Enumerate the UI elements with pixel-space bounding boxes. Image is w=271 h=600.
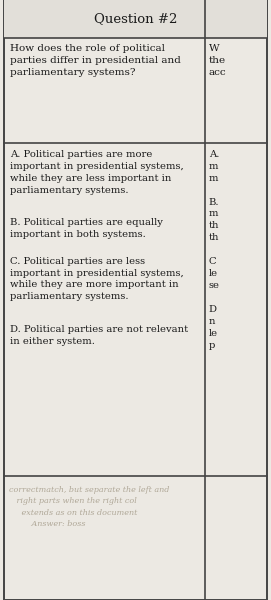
Text: Question #2: Question #2 <box>94 13 177 25</box>
Text: W
the
acc: W the acc <box>209 44 226 77</box>
Text: correctmatch, but separate the left and: correctmatch, but separate the left and <box>9 486 169 494</box>
Text: How does the role of political
parties differ in presidential and
parliamentary : How does the role of political parties d… <box>10 44 181 77</box>
Text: C. Political parties are less
important in presidential systems,
while they are : C. Political parties are less important … <box>10 257 184 301</box>
Text: A.
m
m

B.
m
th
th

C
le
se

D
n
le
p: A. m m B. m th th C le se D n le p <box>209 150 220 350</box>
Bar <box>4 0 267 38</box>
Text: Answer: boss: Answer: boss <box>9 520 85 529</box>
Text: right parts when the right col: right parts when the right col <box>9 497 137 505</box>
Text: B. Political parties are equally
important in both systems.: B. Political parties are equally importa… <box>10 218 163 239</box>
Text: extends as on this document: extends as on this document <box>9 509 137 517</box>
Text: A. Political parties are more
important in presidential systems,
while they are : A. Political parties are more important … <box>10 150 184 194</box>
Text: D. Political parties are not relevant
in either system.: D. Political parties are not relevant in… <box>10 325 188 346</box>
